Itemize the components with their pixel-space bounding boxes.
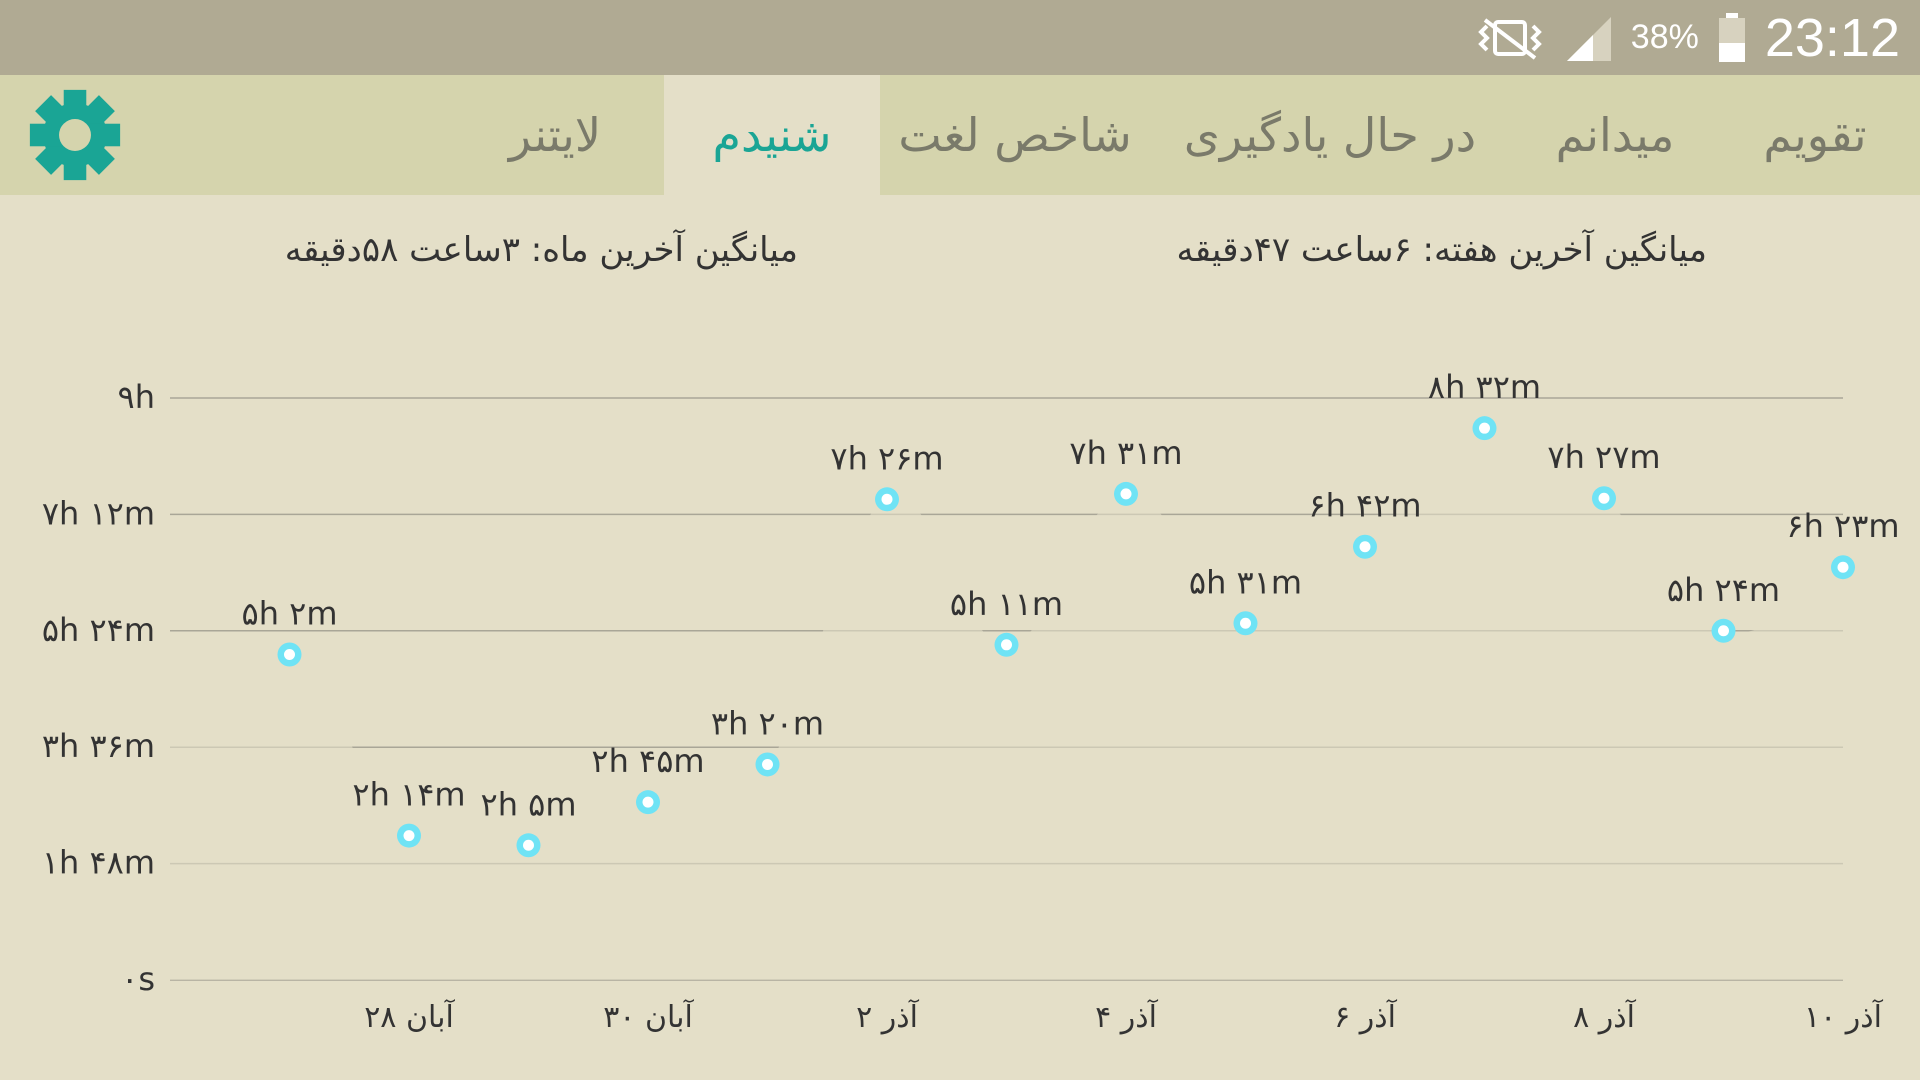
status-bar: 38% 23:12 — [0, 0, 1920, 75]
x-tick-label: ۶ آذر — [1334, 999, 1398, 1035]
x-tick-label: ۳۰ آبان — [603, 999, 694, 1035]
tab-bar: تقویم میدانم در حال یادگیری شاخص لغت شنی… — [0, 75, 1920, 195]
battery-percent: 38% — [1630, 18, 1699, 56]
y-tick-label: ۳h ۳۶m — [42, 727, 155, 765]
data-point-center — [1359, 541, 1371, 553]
data-label: ۲h ۱۴m — [352, 776, 465, 814]
y-tick-label: ۷h ۱۲m — [42, 494, 155, 532]
data-label: ۷h ۳۱m — [1069, 434, 1182, 472]
tab-known[interactable]: میدانم — [1510, 75, 1720, 195]
data-label: ۵h ۲m — [242, 595, 338, 633]
tab-label: در حال یادگیری — [1183, 108, 1477, 162]
clock: 23:12 — [1764, 7, 1900, 68]
tab-label: شاخص لغت — [898, 108, 1132, 162]
data-label: ۷h ۲۷m — [1547, 438, 1660, 476]
data-label: ۲h ۴۵m — [591, 742, 704, 780]
data-point-center — [881, 493, 893, 505]
battery-icon — [1718, 12, 1745, 62]
data-label: ۳h ۲۰m — [711, 704, 824, 742]
data-label: ۶h ۲۳m — [1786, 507, 1899, 545]
data-point-center — [1718, 625, 1729, 637]
tab-label: تقویم — [1763, 108, 1867, 162]
week-average: میانگین آخرین هفته: ۶ساعت ۴۷دقیقه — [1176, 230, 1708, 270]
y-axis-labels: ۰s ۱h ۴۸m ۳h ۳۶m ۵h ۲۴m ۷h ۱۲m ۹h — [42, 378, 155, 998]
tab-leitner[interactable]: لایتنر — [470, 75, 640, 195]
month-average: میانگین آخرین ماه: ۳ساعت ۵۸دقیقه — [284, 230, 798, 270]
data-point-center — [284, 649, 295, 661]
x-axis-labels: ۲۸ آبان ۳۰ آبان ۲ آذر ۴ آذر ۶ آذر ۸ آذر ۱۰ آذر — [364, 999, 1883, 1035]
gear-icon[interactable] — [28, 88, 122, 182]
y-tick-label: ۹h — [118, 378, 155, 416]
data-points — [277, 416, 1855, 858]
tab-label: لایتنر — [508, 108, 602, 162]
data-point-center — [523, 839, 534, 851]
status-icons: 38% 23:12 — [1475, 0, 1900, 75]
vibrate-mute-icon — [1477, 17, 1542, 60]
tab-learning[interactable]: در حال یادگیری — [1165, 75, 1495, 195]
data-point-center — [1120, 488, 1132, 500]
area-series — [170, 426, 1843, 980]
data-label: ۶h ۴۲m — [1308, 487, 1421, 525]
data-point-center — [403, 830, 415, 842]
data-point-center — [1598, 492, 1610, 504]
data-point-center — [1479, 422, 1490, 434]
tab-calendar[interactable]: تقویم — [1730, 75, 1900, 195]
data-label: ۲h ۵m — [481, 785, 577, 823]
data-label: ۸h ۳۲m — [1428, 368, 1541, 406]
data-label: ۵h ۱۱m — [950, 585, 1063, 623]
data-label: ۷h ۲۶m — [830, 439, 943, 477]
x-tick-label: ۲۸ آبان — [364, 999, 455, 1035]
tab-heard[interactable]: شنیدم — [664, 75, 880, 195]
data-label: ۵h ۲۴m — [1667, 571, 1780, 609]
tab-word-index[interactable]: شاخص لغت — [880, 75, 1150, 195]
y-tick-label: ۰s — [121, 960, 155, 998]
data-point-center — [762, 758, 773, 770]
chart: ۰s ۱h ۴۸m ۳h ۳۶m ۵h ۲۴m ۷h ۱۲m ۹h ۲۸ آبان ۳۰ آ… — [42, 368, 1900, 1035]
tab-label: میدانم — [1555, 108, 1675, 162]
y-tick-label: ۱h ۴۸m — [42, 844, 155, 882]
y-tick-label: ۵h ۲۴m — [42, 611, 155, 649]
x-tick-label: ۲ آذر — [856, 999, 920, 1035]
data-point-center — [1001, 639, 1012, 651]
x-tick-label: ۸ آذر — [1573, 999, 1637, 1035]
data-label: ۵h ۳۱m — [1189, 563, 1302, 601]
signal-icon — [1566, 16, 1611, 61]
data-point-center — [1240, 617, 1251, 629]
x-tick-label: ۴ آذر — [1095, 999, 1159, 1035]
data-point-center — [642, 796, 654, 808]
x-tick-label: ۱۰ آذر — [1804, 999, 1884, 1035]
data-point-center — [1837, 561, 1849, 573]
tab-label: شنیدم — [712, 108, 832, 162]
